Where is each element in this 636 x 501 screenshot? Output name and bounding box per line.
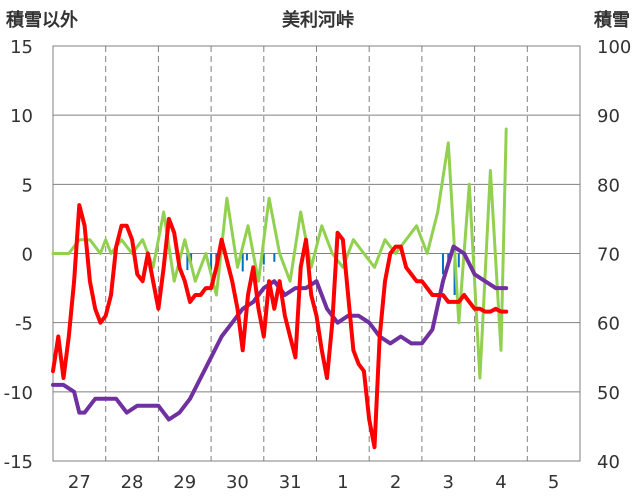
left-tick-label: 0: [22, 245, 33, 266]
x-tick-label: 28: [121, 472, 144, 493]
left-tick-label: -10: [4, 383, 33, 404]
red-series-line: [51, 203, 509, 450]
chart-title: 美利河峠: [282, 9, 354, 31]
x-tick-label: 3: [443, 472, 454, 493]
grid: [53, 46, 580, 461]
left-tick-label: 15: [10, 37, 33, 58]
right-axis-label: 積雪: [593, 9, 630, 31]
left-axis-label: 積雪以外: [5, 9, 78, 31]
x-tick-label: 1: [337, 472, 348, 493]
x-tick-label: 27: [68, 472, 91, 493]
right-tick-label: 60: [597, 314, 620, 335]
x-tick-label: 29: [173, 472, 196, 493]
x-tick-label: 31: [279, 472, 302, 493]
right-tick-label: 80: [597, 175, 620, 196]
x-tick-label: 5: [548, 472, 559, 493]
left-tick-label: -5: [15, 314, 33, 335]
right-tick-label: 50: [597, 383, 620, 404]
right-tick-label: 90: [597, 106, 620, 127]
right-tick-label: 70: [597, 245, 620, 266]
x-tick-label: 2: [390, 472, 401, 493]
left-tick-label: 10: [10, 106, 33, 127]
x-tick-label: 30: [226, 472, 249, 493]
right-tick-label: 100: [597, 37, 631, 58]
green-series-line: [51, 127, 508, 380]
x-tick-label: 4: [495, 472, 506, 493]
series-layer: [51, 127, 509, 450]
right-tick-label: 40: [597, 452, 620, 473]
left-tick-label: 5: [22, 175, 33, 196]
left-tick-label: -15: [4, 452, 33, 473]
